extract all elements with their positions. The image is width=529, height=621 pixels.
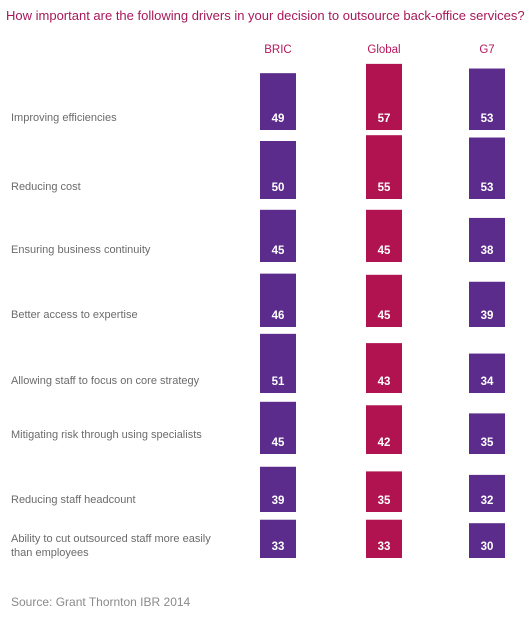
bar-value-label: 43 bbox=[377, 376, 391, 388]
bar-value-label: 57 bbox=[377, 113, 391, 125]
bar-value-label: 35 bbox=[480, 437, 494, 449]
bar-value-label: 55 bbox=[377, 182, 391, 194]
row-label: Allowing staff to focus on core strategy bbox=[11, 375, 200, 387]
bar-value-label: 46 bbox=[271, 310, 285, 322]
column-header-global: Global bbox=[367, 44, 401, 56]
bar-value-label: 34 bbox=[480, 376, 494, 388]
row-label: Ensuring business continuity bbox=[11, 244, 151, 256]
bar-value-label: 33 bbox=[377, 541, 391, 553]
column-header-bric: BRIC bbox=[264, 44, 292, 56]
bar-value-label: 51 bbox=[271, 376, 285, 388]
bar-value-label: 45 bbox=[377, 310, 391, 322]
chart-title: How important are the following drivers … bbox=[6, 8, 525, 23]
bar-value-label: 53 bbox=[480, 113, 494, 125]
bar-value-label: 45 bbox=[271, 437, 285, 449]
bar-value-label: 33 bbox=[271, 541, 285, 553]
row-label: Ability to cut outsourced staff more eas… bbox=[11, 533, 211, 559]
source-note: Source: Grant Thornton IBR 2014 bbox=[11, 595, 191, 609]
bar-value-label: 49 bbox=[271, 113, 285, 125]
bar-value-label: 42 bbox=[377, 437, 391, 449]
row-label: Reducing staff headcount bbox=[11, 494, 136, 506]
bar-value-label: 30 bbox=[480, 541, 494, 553]
bar-value-label: 39 bbox=[271, 495, 285, 507]
bar-value-label: 50 bbox=[271, 182, 285, 194]
bar-value-label: 35 bbox=[377, 495, 391, 507]
bar-value-label: 39 bbox=[480, 310, 494, 322]
bar-value-label: 32 bbox=[480, 495, 494, 507]
bar-value-label: 38 bbox=[480, 245, 494, 257]
column-header-g7: G7 bbox=[479, 44, 495, 56]
row-label: Improving efficiencies bbox=[11, 112, 117, 124]
bar-value-label: 45 bbox=[271, 245, 285, 257]
row-label: Mitigating risk through using specialist… bbox=[11, 429, 202, 441]
row-label: Reducing cost bbox=[11, 181, 81, 193]
bar-value-label: 45 bbox=[377, 245, 391, 257]
bar-value-label: 53 bbox=[480, 182, 494, 194]
row-label: Better access to expertise bbox=[11, 309, 138, 321]
